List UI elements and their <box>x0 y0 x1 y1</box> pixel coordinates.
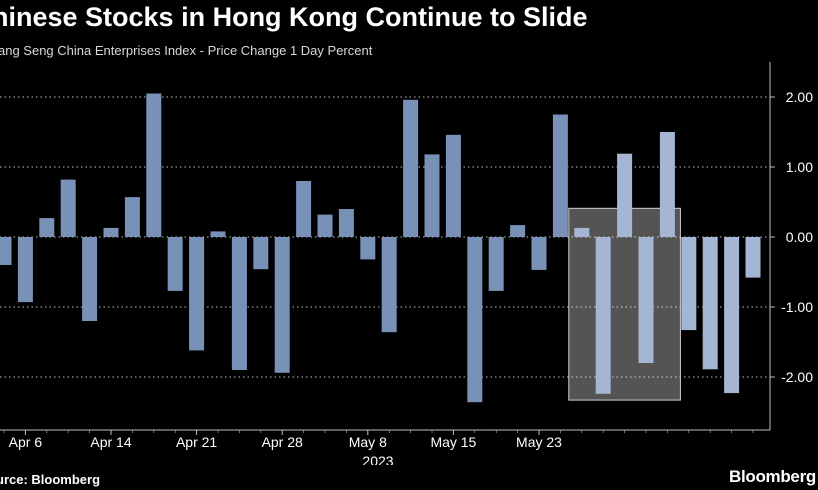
bar <box>146 93 162 237</box>
bar <box>82 237 98 321</box>
bar <box>488 237 504 291</box>
y-tick-label: 0.00 <box>786 229 813 245</box>
y-tick-label: -2.00 <box>781 369 813 385</box>
bar <box>702 237 718 370</box>
bar <box>338 209 354 237</box>
bar <box>595 237 611 394</box>
bar <box>103 227 119 237</box>
chart-subtitle: ang Seng China Enterprises Index - Price… <box>0 43 373 58</box>
bar <box>360 237 376 260</box>
bar <box>424 154 440 237</box>
bar <box>467 237 483 403</box>
x-tick-label: Apr 21 <box>176 434 217 450</box>
x-tick-label: Apr 6 <box>9 434 43 450</box>
bar <box>381 237 397 333</box>
bar <box>167 237 183 291</box>
x-tick-label: May 15 <box>430 434 476 450</box>
x-tick-label: Apr 14 <box>90 434 131 450</box>
y-tick-label: 1.00 <box>786 159 813 175</box>
y-tick-label: 2.00 <box>786 89 813 105</box>
bar <box>574 227 590 237</box>
x-tick-label: May 8 <box>349 434 387 450</box>
source-note: urce: Bloomberg <box>0 472 101 487</box>
bar <box>681 237 697 331</box>
bar <box>231 237 247 370</box>
bar <box>124 197 140 237</box>
bloomberg-logo: Bloomberg <box>728 467 816 486</box>
bar <box>638 237 654 363</box>
bar <box>724 237 740 394</box>
bar <box>39 218 55 237</box>
bar <box>296 181 312 237</box>
y-tick-label: -1.00 <box>781 299 813 315</box>
bar <box>531 237 547 270</box>
bar <box>253 237 269 270</box>
bar <box>210 231 226 237</box>
highlight-box <box>568 207 681 401</box>
chart-title: hinese Stocks in Hong Kong Continue to S… <box>0 2 588 32</box>
bar <box>403 99 419 237</box>
bar <box>445 134 461 237</box>
x-tick-label: May 23 <box>516 434 562 450</box>
bar <box>274 237 290 373</box>
x-tick-label: Apr 28 <box>262 434 303 450</box>
bar <box>617 153 633 237</box>
x-axis-year-label: 2023 <box>362 453 393 465</box>
bar <box>189 237 205 351</box>
bar <box>659 132 675 237</box>
bar <box>552 114 568 237</box>
bar <box>60 179 76 237</box>
bar-chart: 2.00 1.00 0.00 -1.00 -2.00 Apr 6 Apr 14 Apr 21 A… <box>0 62 813 465</box>
bar <box>317 214 333 237</box>
bar <box>745 237 761 278</box>
bar <box>17 237 33 303</box>
bar <box>510 225 526 237</box>
bar <box>0 237 12 265</box>
